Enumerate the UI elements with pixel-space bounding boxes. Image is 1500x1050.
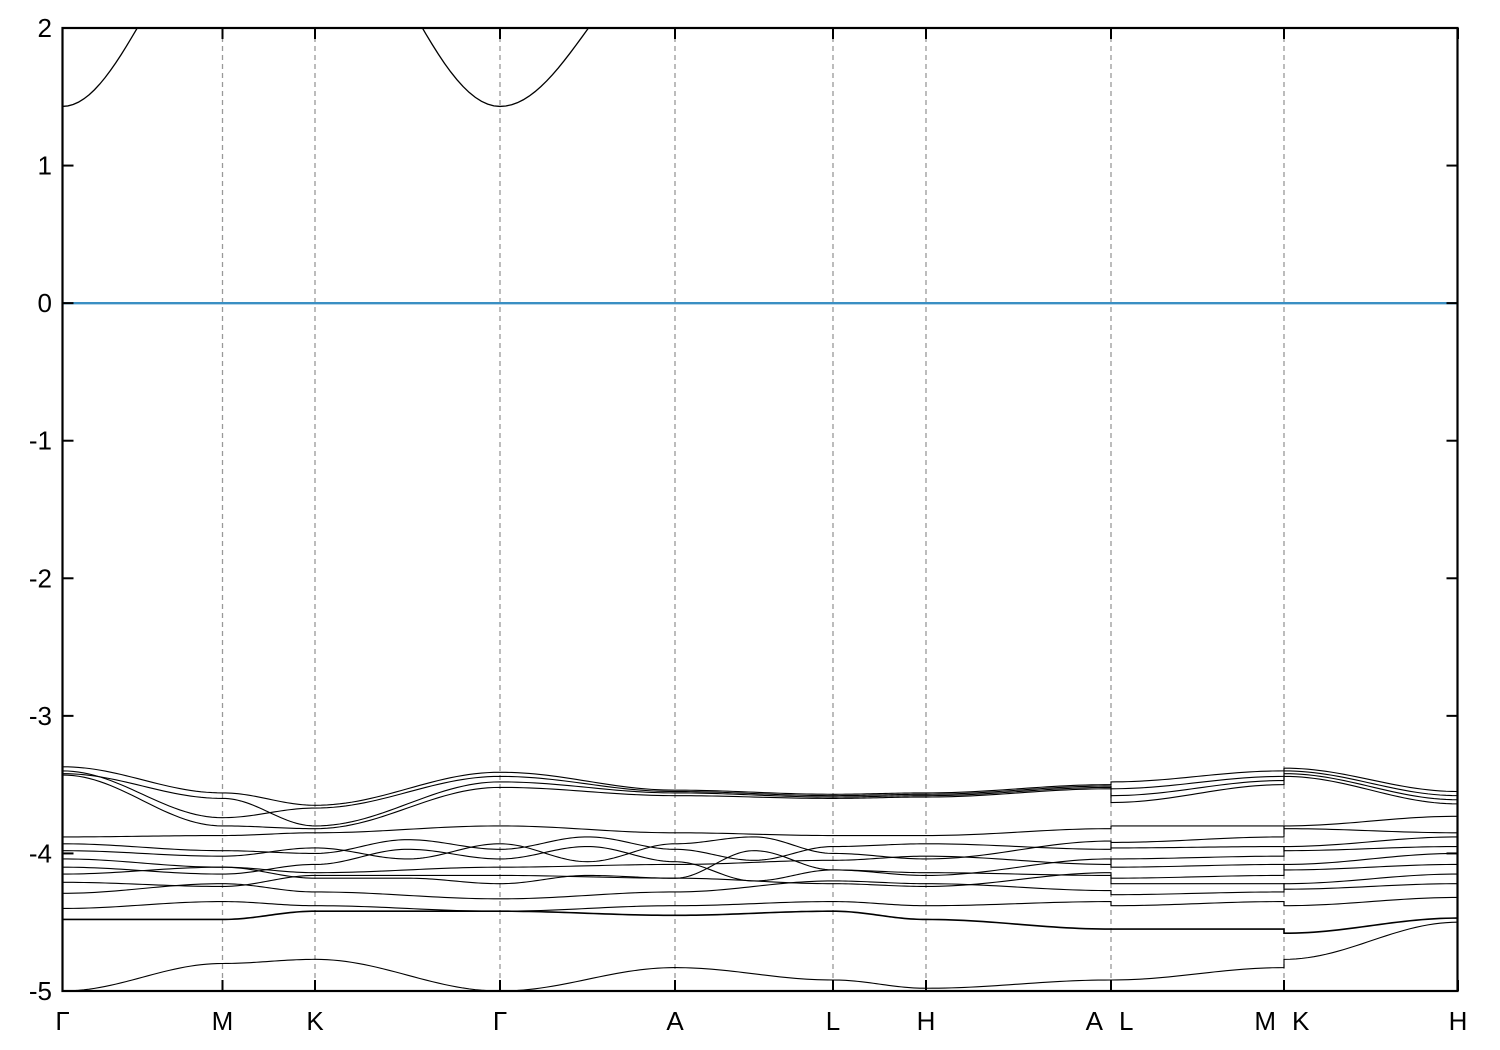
svg-text:H: H	[917, 1006, 936, 1036]
svg-text:Γ: Γ	[493, 1006, 507, 1036]
svg-text:M: M	[1254, 1006, 1276, 1036]
svg-text:-2: -2	[29, 563, 52, 593]
svg-text:L: L	[826, 1006, 840, 1036]
svg-text:1: 1	[38, 151, 52, 181]
svg-text:K: K	[1292, 1006, 1310, 1036]
svg-text:-5: -5	[29, 976, 52, 1006]
svg-text:0: 0	[38, 288, 52, 318]
svg-text:Γ: Γ	[55, 1006, 69, 1036]
svg-text:H: H	[1449, 1006, 1468, 1036]
svg-text:A: A	[666, 1006, 684, 1036]
svg-text:L: L	[1119, 1006, 1133, 1036]
svg-text:M: M	[212, 1006, 234, 1036]
svg-text:-4: -4	[29, 838, 52, 868]
svg-text:K: K	[306, 1006, 324, 1036]
svg-text:-1: -1	[29, 426, 52, 456]
svg-text:-3: -3	[29, 701, 52, 731]
svg-text:2: 2	[38, 13, 52, 43]
svg-text:A: A	[1086, 1006, 1104, 1036]
